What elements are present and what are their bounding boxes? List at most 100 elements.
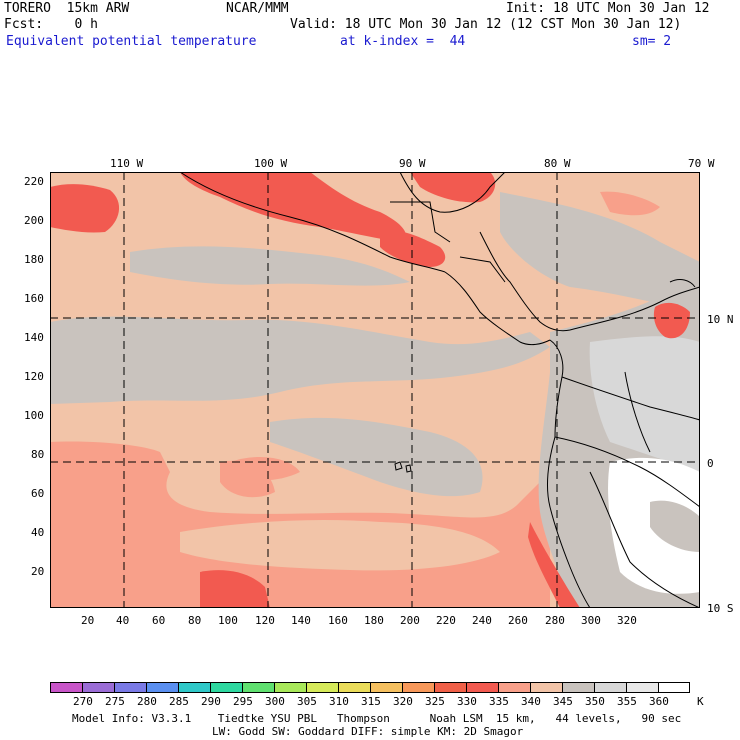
init-time: Init: 18 UTC Mon 30 Jan 12 [506,1,710,16]
lat-label-10n: 10 N [707,313,734,326]
legend-label: 320 [393,695,413,708]
field-grey-caribbean [500,192,700,312]
y-tick-label: 80 [31,448,45,461]
field-hot-northwest [50,184,120,233]
legend-label: 345 [553,695,573,708]
legend-label: 270 [73,695,93,708]
border-ca-1 [390,201,451,243]
legend-label: 340 [521,695,541,708]
field-hot-south-blob [200,570,270,608]
legend-swatch [402,682,435,693]
legend-swatch [562,682,595,693]
legend-label: 280 [137,695,157,708]
legend-label: 290 [201,695,221,708]
coast-yucatan [399,172,506,213]
border-inland-1 [561,376,700,421]
x-tick-label: 60 [152,614,166,627]
field-salmon-southcenter [180,520,500,571]
field-hot-guatemala [380,230,446,267]
coast-caribbean-sa [569,286,700,331]
legend-swatch [434,682,467,693]
graticule [50,172,700,608]
legend-label: 350 [585,695,605,708]
x-tick-label: 180 [364,614,384,627]
model-info: Model Info: V3.3.1 Tiedtke YSU PBL Thomp… [72,712,682,725]
x-tick-label: 320 [617,614,637,627]
lat-label-10s: 10 S [707,602,734,615]
y-tick-label: 160 [24,292,44,305]
land-grey-patch [650,500,700,552]
legend-label: 355 [617,695,637,708]
field-grey-upper [130,246,410,286]
x-tick-label: 120 [255,614,275,627]
lon-label-90w: 90 W [399,157,426,170]
x-tick-label: 300 [581,614,601,627]
y-tick-label: 200 [24,214,44,227]
map-border [50,172,700,608]
level-index: at k-index = 44 [340,34,466,49]
lon-label-110w: 110 W [110,157,144,170]
legend-label: 330 [457,695,477,708]
border-inland-4 [624,371,651,453]
lon-label-70w: 70 W [688,157,715,170]
physics-info: LW: Godd SW: Goddard DIFF: simple KM: 2D… [212,725,524,738]
legend-label: 310 [329,695,349,708]
x-tick-label: 100 [218,614,238,627]
legend-label: 285 [169,695,189,708]
legend-swatch [210,682,243,693]
land-light-grey [589,336,700,472]
island-venezuela [669,279,696,288]
legend-label: 360 [649,695,669,708]
x-tick-label: 200 [400,614,420,627]
legend-swatch [594,682,627,693]
x-tick-label: 240 [472,614,492,627]
legend-label: 335 [489,695,509,708]
legend-swatch [82,682,115,693]
legend-swatch [114,682,147,693]
field-hot-caribbean-ne [600,191,660,216]
x-tick-label: 80 [188,614,202,627]
legend-label: 325 [425,695,445,708]
field-grey-central [270,417,483,497]
legend-label: 295 [233,695,253,708]
legend-swatch [242,682,275,693]
field-hot-mexico-coast [180,172,407,242]
field-hot-gulf [410,172,496,203]
legend-swatch [146,682,179,693]
legend-swatch [50,682,83,693]
field-hot-caribbean-east [653,302,690,339]
coast-caribbean-ca [479,231,571,332]
x-tick-label: 160 [328,614,348,627]
forecast-hour: Fcst: 0 h [4,17,98,32]
x-tick-label: 140 [291,614,311,627]
model-title: TORERO 15km ARW [4,1,130,16]
y-tick-label: 120 [24,370,44,383]
border-inland-3 [589,471,700,608]
x-tick-label: 280 [545,614,565,627]
legend-swatch [498,682,531,693]
x-tick-label: 20 [81,614,95,627]
y-tick-label: 20 [31,565,45,578]
valid-time: Valid: 18 UTC Mon 30 Jan 12 (12 CST Mon … [290,17,682,32]
y-tick-label: 180 [24,253,44,266]
y-tick-label: 220 [24,175,44,188]
x-tick-label: 260 [508,614,528,627]
coast-ecuador-peru [547,436,591,608]
y-tick-label: 60 [31,487,45,500]
border-inland-2 [554,436,700,508]
x-tick-label: 220 [436,614,456,627]
theta-e-map [50,172,700,608]
legend-label: 275 [105,695,125,708]
legend-units: K [697,695,704,708]
x-tick-label: 40 [116,614,130,627]
legend-swatch [338,682,371,693]
legend-label: 300 [265,695,285,708]
center-label: NCAR/MMM [226,1,289,16]
coast-central-america [444,271,551,346]
legend-swatch [306,682,339,693]
legend-swatch [466,682,499,693]
y-tick-label: 100 [24,409,44,422]
y-tick-label: 140 [24,331,44,344]
field-grey-band [50,316,550,404]
